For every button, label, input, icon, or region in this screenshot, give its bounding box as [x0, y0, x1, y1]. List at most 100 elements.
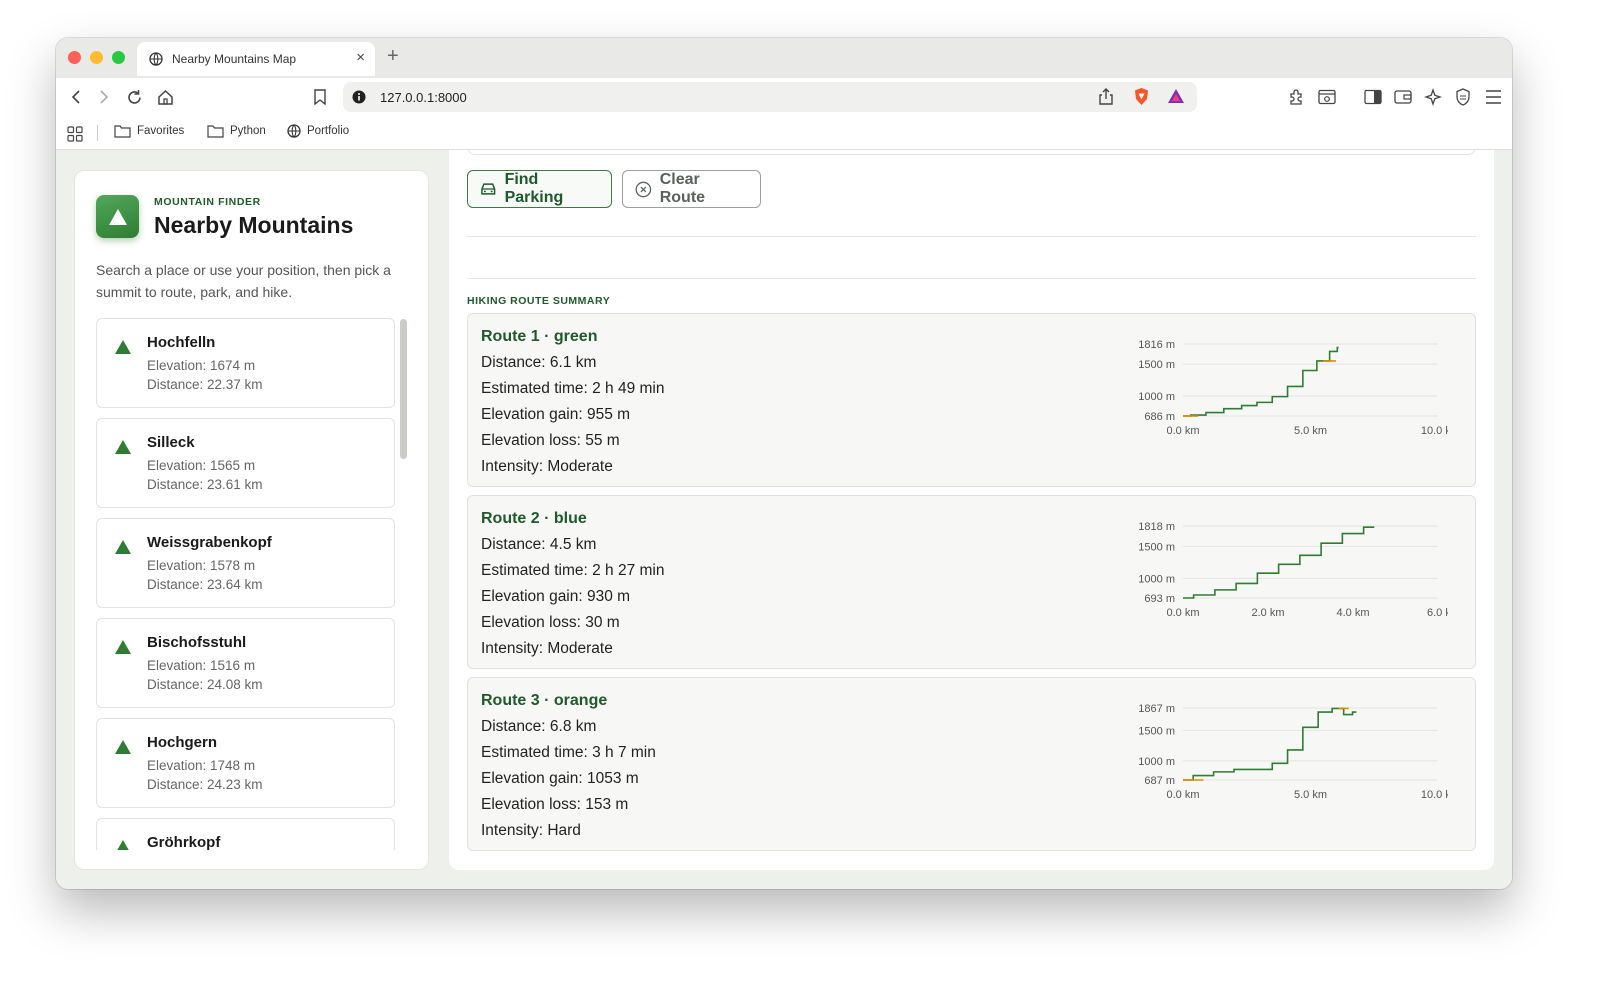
- rewards-icon[interactable]: [1167, 88, 1185, 104]
- leo-ai-icon[interactable]: [1423, 87, 1443, 107]
- route-card-1: Route 1 · green Distance: 6.1 km Estimat…: [467, 313, 1476, 487]
- apps-grid-icon[interactable]: [67, 126, 83, 142]
- mountain-logo-icon: [96, 195, 139, 238]
- mountain-distance: Distance: 24.23 km: [147, 777, 263, 792]
- x-tick-label: 0.0 km: [1166, 425, 1199, 437]
- bookmark-favorites[interactable]: Favorites: [114, 124, 184, 138]
- menu-icon[interactable]: [1483, 87, 1503, 107]
- divider: [467, 236, 1476, 237]
- route-loss: Elevation loss: 55 m: [481, 432, 620, 449]
- vpn-icon[interactable]: [1453, 87, 1473, 107]
- mountain-card-hochgern[interactable]: Hochgern Elevation: 1748 m Distance: 24.…: [96, 718, 395, 808]
- x-tick-label: 10.0 km: [1421, 425, 1448, 437]
- mountain-elevation: Elevation: 1516 m: [147, 658, 256, 673]
- mountain-card-grohrkopf[interactable]: Gröhrkopf: [96, 818, 395, 850]
- previous-section-edge: [467, 150, 1476, 155]
- y-tick-label: 1000 m: [1138, 756, 1175, 768]
- mountain-card-hochfelln[interactable]: Hochfelln Elevation: 1674 m Distance: 22…: [96, 318, 395, 408]
- bookmark-label: Portfolio: [307, 125, 350, 137]
- x-tick-label: 0.0 km: [1166, 607, 1199, 619]
- route-gain: Elevation gain: 1053 m: [481, 770, 639, 787]
- y-tick-label: 1500 m: [1138, 725, 1175, 737]
- route-time: Estimated time: 2 h 49 min: [481, 380, 665, 397]
- share-icon[interactable]: [1099, 88, 1113, 105]
- mountain-peak-icon: [115, 740, 131, 754]
- route-title: Route 2 · blue: [481, 510, 587, 527]
- mountain-distance: Distance: 23.64 km: [147, 577, 263, 592]
- url-text: 127.0.0.1:8000: [380, 90, 467, 105]
- y-tick-label: 1818 m: [1138, 521, 1175, 533]
- find-parking-label: Find Parking: [504, 171, 564, 206]
- address-bar[interactable]: 127.0.0.1:8000: [343, 82, 1197, 112]
- summary-heading: HIKING ROUTE SUMMARY: [467, 295, 611, 307]
- y-tick-label: 1000 m: [1138, 573, 1175, 585]
- mountain-elevation: Elevation: 1748 m: [147, 758, 256, 773]
- mountain-elevation: Elevation: 1674 m: [147, 358, 256, 373]
- mountain-peak-icon: [115, 640, 131, 654]
- reload-icon[interactable]: [124, 87, 144, 107]
- tab-title: Nearby Mountains Map: [172, 52, 297, 66]
- forward-icon[interactable]: [94, 87, 114, 107]
- close-window-button[interactable]: [68, 51, 81, 64]
- divider: [467, 278, 1476, 279]
- mountain-distance: Distance: 22.37 km: [147, 377, 263, 392]
- list-scrollbar[interactable]: [400, 319, 407, 459]
- reader-mode-icon[interactable]: [1317, 87, 1337, 107]
- extensions-icon[interactable]: [1287, 87, 1307, 107]
- mountain-card-bischofsstuhl[interactable]: Bischofsstuhl Elevation: 1516 m Distance…: [96, 618, 395, 708]
- page-title: Nearby Mountains: [154, 212, 354, 238]
- y-tick-label: 1867 m: [1138, 703, 1175, 715]
- globe-icon: [287, 124, 301, 138]
- route-card-2: Route 2 · blue Distance: 4.5 km Estimate…: [467, 495, 1476, 669]
- mountain-card-weissgrabenkopf[interactable]: Weissgrabenkopf Elevation: 1578 m Distan…: [96, 518, 395, 608]
- bookmark-icon[interactable]: [310, 87, 330, 107]
- browser-tab[interactable]: Nearby Mountains Map ×: [137, 42, 375, 76]
- brave-shield-icon[interactable]: [1133, 87, 1150, 106]
- clear-route-button[interactable]: Clear Route: [622, 170, 761, 208]
- route-intensity: Intensity: Moderate: [481, 458, 613, 475]
- route-distance: Distance: 6.8 km: [481, 718, 597, 735]
- route-card-3: Route 3 · orange Distance: 6.8 km Estima…: [467, 677, 1476, 851]
- mountain-name: Gröhrkopf: [147, 834, 221, 850]
- x-tick-label: 10.0 km: [1421, 789, 1448, 801]
- bookmark-portfolio[interactable]: Portfolio: [287, 124, 349, 138]
- elevation-profile-line: [1183, 707, 1357, 781]
- mountain-name: Hochgern: [147, 734, 218, 751]
- intro-text: Search a place or use your position, the…: [96, 262, 391, 300]
- tab-bar: Nearby Mountains Map × +: [56, 38, 1512, 78]
- y-tick-label: 1500 m: [1138, 359, 1175, 371]
- site-info-icon[interactable]: [352, 90, 366, 104]
- home-icon[interactable]: [155, 87, 175, 107]
- minimize-window-button[interactable]: [90, 51, 103, 64]
- route-time: Estimated time: 2 h 27 min: [481, 562, 665, 579]
- route-distance: Distance: 6.1 km: [481, 354, 597, 371]
- mountain-card-silleck[interactable]: Silleck Elevation: 1565 m Distance: 23.6…: [96, 418, 395, 508]
- new-tab-button[interactable]: +: [387, 45, 399, 67]
- tab-close-icon[interactable]: ×: [356, 49, 365, 66]
- route-panel: Find Parking Clear Route HIKING ROUTE SU…: [449, 150, 1494, 870]
- car-icon: [481, 183, 496, 195]
- find-parking-button[interactable]: Find Parking: [467, 170, 612, 208]
- folder-icon: [207, 125, 224, 138]
- mountain-name: Silleck: [147, 434, 195, 451]
- route-gain: Elevation gain: 955 m: [481, 406, 631, 423]
- route-intensity: Intensity: Hard: [481, 822, 581, 839]
- mountain-peak-icon: [115, 540, 131, 554]
- clear-route-label: Clear Route: [659, 171, 706, 206]
- x-tick-label: 2.0 km: [1251, 607, 1284, 619]
- maximize-window-button[interactable]: [112, 51, 125, 64]
- mountain-distance: Distance: 24.08 km: [147, 677, 263, 692]
- page-content: MOUNTAIN FINDER Nearby Mountains Search …: [56, 150, 1512, 889]
- bookmark-python[interactable]: Python: [207, 124, 266, 138]
- folder-icon: [114, 125, 131, 138]
- elevation-profile-chart: 1818 m 1500 m 1000 m 693 m 0.0 km 2.0 km 4.0 k…: [1138, 521, 1448, 619]
- mountain-sidebar: MOUNTAIN FINDER Nearby Mountains Search …: [74, 170, 429, 870]
- mountain-peak-icon: [115, 440, 131, 454]
- back-icon[interactable]: [66, 87, 86, 107]
- route-loss: Elevation loss: 30 m: [481, 614, 620, 631]
- bookmarks-bar: Favorites Python Portfolio: [56, 116, 1512, 150]
- brand-eyebrow: MOUNTAIN FINDER: [154, 196, 261, 208]
- wallet-icon[interactable]: [1393, 87, 1413, 107]
- sidebar-toggle-icon[interactable]: [1363, 87, 1383, 107]
- mountain-distance: Distance: 23.61 km: [147, 477, 263, 492]
